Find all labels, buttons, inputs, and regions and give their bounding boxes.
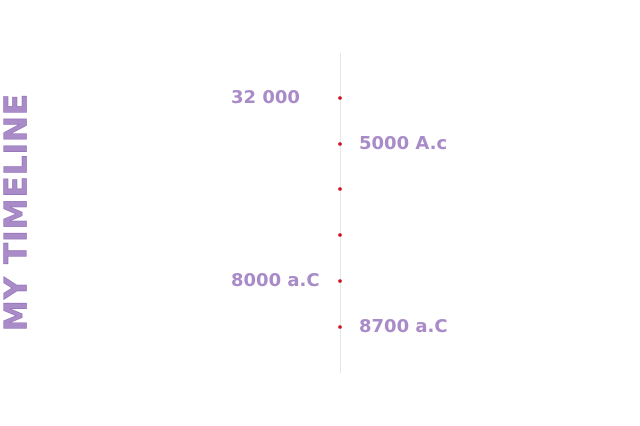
- page-title: MY TIMELINE: [0, 93, 35, 331]
- timeline-dot: [338, 279, 342, 283]
- timeline-dot: [338, 96, 342, 100]
- event-label: 8700 a.C: [359, 316, 448, 337]
- timeline-dot: [338, 187, 342, 191]
- timeline-dot: [338, 325, 342, 329]
- event-label: 8000 a.C: [231, 270, 320, 291]
- event-label: 32 000: [231, 87, 300, 108]
- timeline-dot: [338, 233, 342, 237]
- timeline-dot: [338, 142, 342, 146]
- event-label: 5000 A.c: [359, 133, 447, 154]
